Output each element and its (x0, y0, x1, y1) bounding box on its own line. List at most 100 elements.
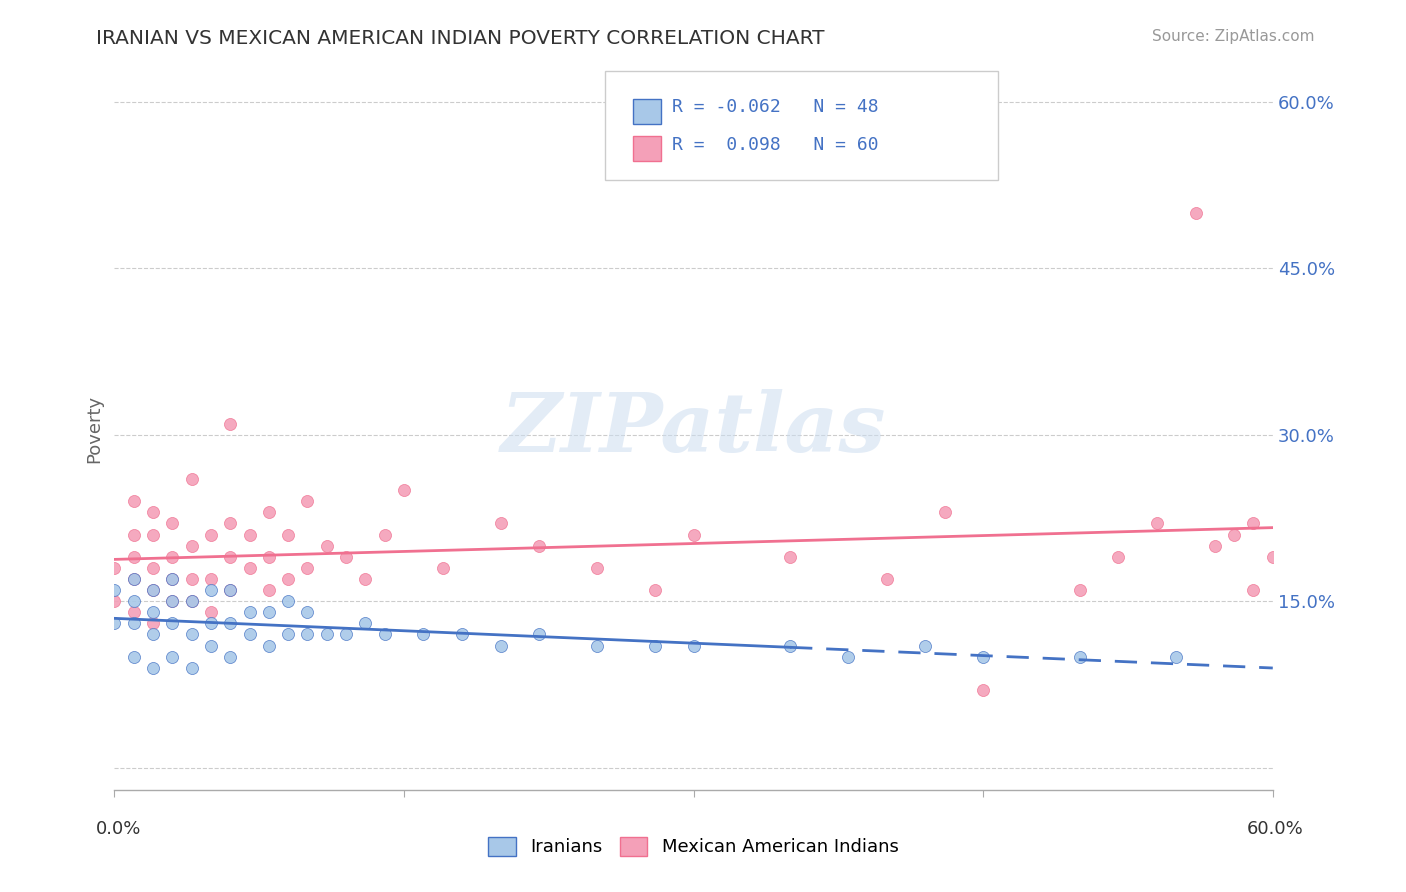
Point (489, 516, 512, 531)
Point (103, 616, 125, 631)
Point (257, 605, 280, 619)
Text: IRANIAN VS MEXICAN AMERICAN INDIAN POVERTY CORRELATION CHART: IRANIAN VS MEXICAN AMERICAN INDIAN POVER… (96, 29, 824, 47)
Text: Source: ZipAtlas.com: Source: ZipAtlas.com (1152, 29, 1315, 44)
Point (162, 572, 184, 586)
Point (527, 627, 550, 641)
Point (142, 561, 165, 575)
Point (142, 527, 165, 541)
Point (1223, 527, 1246, 541)
Point (297, 605, 319, 619)
Point (1146, 516, 1168, 531)
Point (238, 627, 260, 641)
Point (1166, 649, 1188, 664)
Point (103, 582, 125, 597)
Point (1243, 582, 1265, 597)
Point (122, 649, 145, 664)
Point (876, 572, 898, 586)
Point (335, 627, 357, 641)
Point (162, 549, 184, 564)
Y-axis label: Poverty: Poverty (86, 395, 103, 463)
Point (200, 572, 222, 586)
Point (200, 605, 222, 619)
Point (219, 649, 242, 664)
Point (1107, 549, 1129, 564)
Point (142, 616, 165, 631)
Point (277, 594, 299, 608)
Point (644, 582, 666, 597)
Point (200, 527, 222, 541)
Point (122, 527, 145, 541)
Point (1204, 539, 1226, 553)
Point (277, 572, 299, 586)
Point (354, 616, 377, 631)
Point (972, 682, 994, 697)
Point (180, 472, 202, 486)
Point (682, 527, 704, 541)
Point (315, 627, 337, 641)
Point (779, 639, 801, 653)
Point (972, 649, 994, 664)
Point (1243, 516, 1265, 531)
Point (297, 561, 319, 575)
Point (1261, 549, 1284, 564)
Point (180, 594, 202, 608)
Point (219, 582, 242, 597)
Point (200, 582, 222, 597)
Point (257, 639, 280, 653)
Point (142, 627, 165, 641)
Point (219, 616, 242, 631)
Point (682, 639, 704, 653)
Point (257, 505, 280, 519)
Point (122, 594, 145, 608)
Point (238, 527, 260, 541)
Point (335, 549, 357, 564)
Point (162, 594, 184, 608)
Point (180, 594, 202, 608)
Point (103, 594, 125, 608)
Point (162, 594, 184, 608)
Point (122, 572, 145, 586)
Point (122, 616, 145, 631)
Text: R =  0.098   N = 60: R = 0.098 N = 60 (672, 136, 879, 153)
Point (122, 549, 145, 564)
Point (180, 539, 202, 553)
Point (200, 616, 222, 631)
Point (277, 627, 299, 641)
Point (142, 505, 165, 519)
Point (142, 661, 165, 675)
Point (180, 627, 202, 641)
Point (238, 561, 260, 575)
Point (374, 627, 396, 641)
Point (374, 527, 396, 541)
Point (219, 549, 242, 564)
Point (1069, 582, 1091, 597)
Point (586, 561, 609, 575)
Point (219, 582, 242, 597)
Point (122, 572, 145, 586)
Point (142, 582, 165, 597)
Point (297, 627, 319, 641)
Point (103, 561, 125, 575)
Point (837, 649, 859, 664)
Point (451, 627, 474, 641)
Point (122, 494, 145, 508)
Point (122, 605, 145, 619)
Point (1184, 206, 1206, 220)
Point (914, 639, 936, 653)
Point (180, 661, 202, 675)
Point (1069, 649, 1091, 664)
Point (644, 639, 666, 653)
Point (200, 639, 222, 653)
Point (162, 649, 184, 664)
Point (257, 582, 280, 597)
Point (162, 572, 184, 586)
Point (142, 605, 165, 619)
Text: 0.0%: 0.0% (96, 820, 141, 838)
Point (779, 549, 801, 564)
Point (527, 539, 550, 553)
Legend: Iranians, Mexican American Indians: Iranians, Mexican American Indians (481, 830, 905, 863)
Point (162, 616, 184, 631)
Point (142, 582, 165, 597)
Text: R = -0.062   N = 48: R = -0.062 N = 48 (672, 98, 879, 116)
Point (432, 561, 454, 575)
